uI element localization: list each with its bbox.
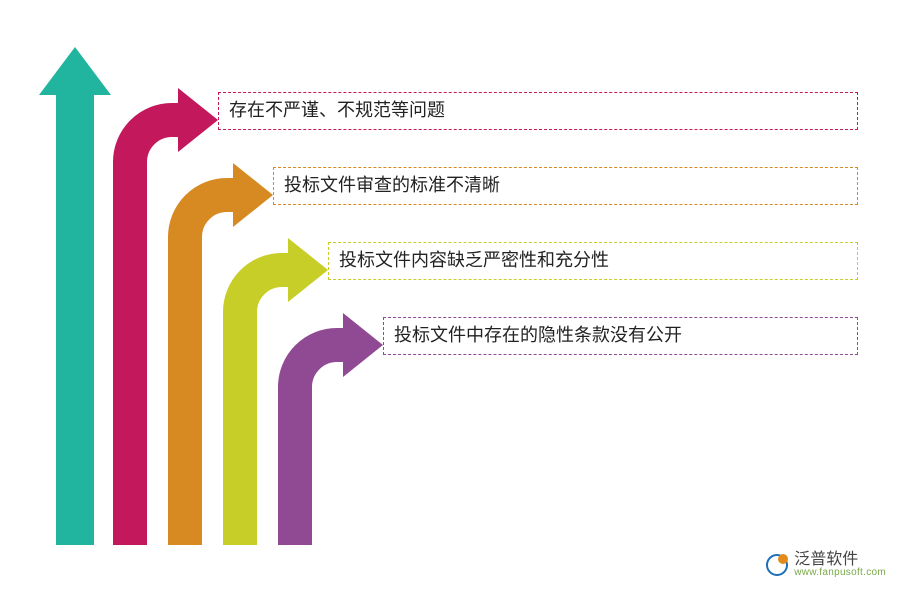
- diagram-stage: 泛普软件 www.fanpusoft.com 存在不严谨、不规范等问题投标文件审…: [0, 0, 900, 600]
- logo-brand-name: 泛普软件: [794, 552, 886, 568]
- branch-label-text: 投标文件审查的标准不清晰: [284, 175, 500, 195]
- logo-mark-icon: [766, 554, 788, 576]
- branch-label-text: 投标文件中存在的隐性条款没有公开: [394, 325, 682, 345]
- branch-label-2: 投标文件审查的标准不清晰: [273, 167, 858, 205]
- logo-url: www.fanpusoft.com: [794, 568, 886, 578]
- branch-label-text: 投标文件内容缺乏严密性和充分性: [339, 250, 609, 270]
- branch-label-text: 存在不严谨、不规范等问题: [229, 100, 445, 120]
- logo-text: 泛普软件 www.fanpusoft.com: [794, 552, 886, 578]
- brand-logo: 泛普软件 www.fanpusoft.com: [766, 552, 886, 578]
- arrows-svg: [0, 0, 900, 600]
- branch-label-3: 投标文件内容缺乏严密性和充分性: [328, 242, 858, 280]
- branch-label-1: 存在不严谨、不规范等问题: [218, 92, 858, 130]
- branch-label-4: 投标文件中存在的隐性条款没有公开: [383, 317, 858, 355]
